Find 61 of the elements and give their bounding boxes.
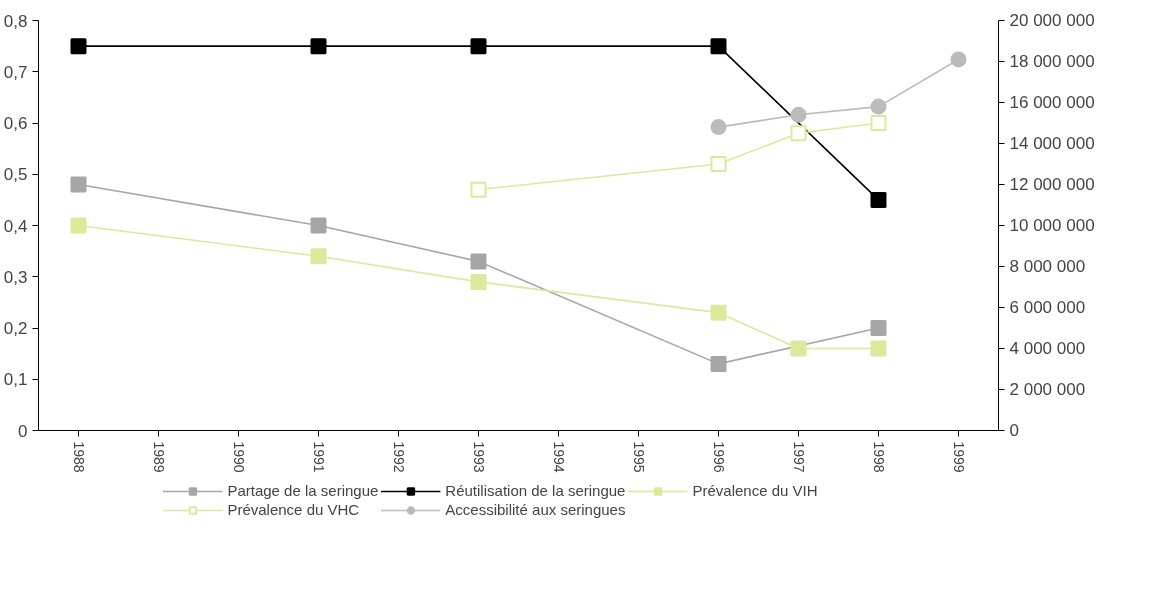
y2-tick-label: 2 000 000 xyxy=(1009,380,1086,399)
legend-label: Accessibilité aux seringues xyxy=(445,501,626,518)
point xyxy=(870,191,887,208)
x-tick-label: 1998 xyxy=(870,441,887,473)
y2-tick-label: 8 000 000 xyxy=(1009,257,1086,276)
y-tick-label: 0,7 xyxy=(3,62,28,82)
y2-tick-label: 12 000 000 xyxy=(1009,175,1095,194)
point xyxy=(70,38,87,55)
x-tick-label: 1995 xyxy=(630,441,647,473)
point xyxy=(710,38,727,55)
x-tick-label: 1997 xyxy=(790,441,807,473)
y-tick-label: 0,1 xyxy=(3,370,28,390)
x-tick-label: 1990 xyxy=(230,441,247,473)
point xyxy=(790,125,807,142)
point xyxy=(950,51,967,68)
point xyxy=(710,355,727,372)
x-tick-label: 1996 xyxy=(710,441,727,473)
y-tick-label: 0,8 xyxy=(3,11,28,31)
y2-tick-label: 4 000 000 xyxy=(1009,339,1086,358)
point xyxy=(710,304,727,321)
legend-label: Prévalence du VIH xyxy=(692,482,818,499)
y2-tick-label: 20 000 000 xyxy=(1009,11,1095,30)
y2-tick-label: 18 000 000 xyxy=(1009,52,1095,71)
legend-label: Partage de la seringue xyxy=(227,482,379,499)
point xyxy=(790,340,807,357)
x-tick-label: 1991 xyxy=(310,441,327,473)
y2-tick-label: 0 xyxy=(1009,421,1019,440)
y2-tick-label: 14 000 000 xyxy=(1009,134,1095,153)
point xyxy=(470,273,487,290)
y-tick-label: 0,2 xyxy=(3,319,28,338)
y-tick-label: 0,4 xyxy=(3,216,28,236)
point xyxy=(470,181,487,198)
y2-tick-label: 16 000 000 xyxy=(1009,93,1095,112)
x-tick-label: 1988 xyxy=(70,441,87,473)
y-tick-label: 0,5 xyxy=(3,165,28,185)
point xyxy=(870,320,887,336)
point xyxy=(870,340,887,357)
point xyxy=(70,176,87,193)
x-tick-label: 1992 xyxy=(390,441,407,473)
x-tick-label: 1994 xyxy=(550,441,567,473)
point xyxy=(870,98,887,115)
point xyxy=(470,253,487,270)
point xyxy=(470,38,487,55)
y-tick-label: 0,3 xyxy=(3,267,28,287)
point xyxy=(310,217,327,234)
point xyxy=(870,115,887,131)
point xyxy=(310,248,327,265)
y2-tick-label: 10 000 000 xyxy=(1009,216,1095,235)
legend-label: Prévalence du VHC xyxy=(227,501,360,518)
x-tick-label: 1999 xyxy=(950,441,967,473)
legend-label: Réutilisation de la seringue xyxy=(445,482,626,499)
x-tick-label: 1989 xyxy=(150,441,167,473)
point xyxy=(710,156,727,172)
x-tick-label: 1993 xyxy=(470,441,487,473)
point xyxy=(710,119,727,136)
point xyxy=(310,38,327,55)
y-tick-label: 0,6 xyxy=(3,114,28,133)
point xyxy=(790,106,807,123)
y2-tick-label: 6 000 000 xyxy=(1009,298,1086,317)
point xyxy=(70,217,87,234)
y-tick-label: 0 xyxy=(18,421,28,441)
